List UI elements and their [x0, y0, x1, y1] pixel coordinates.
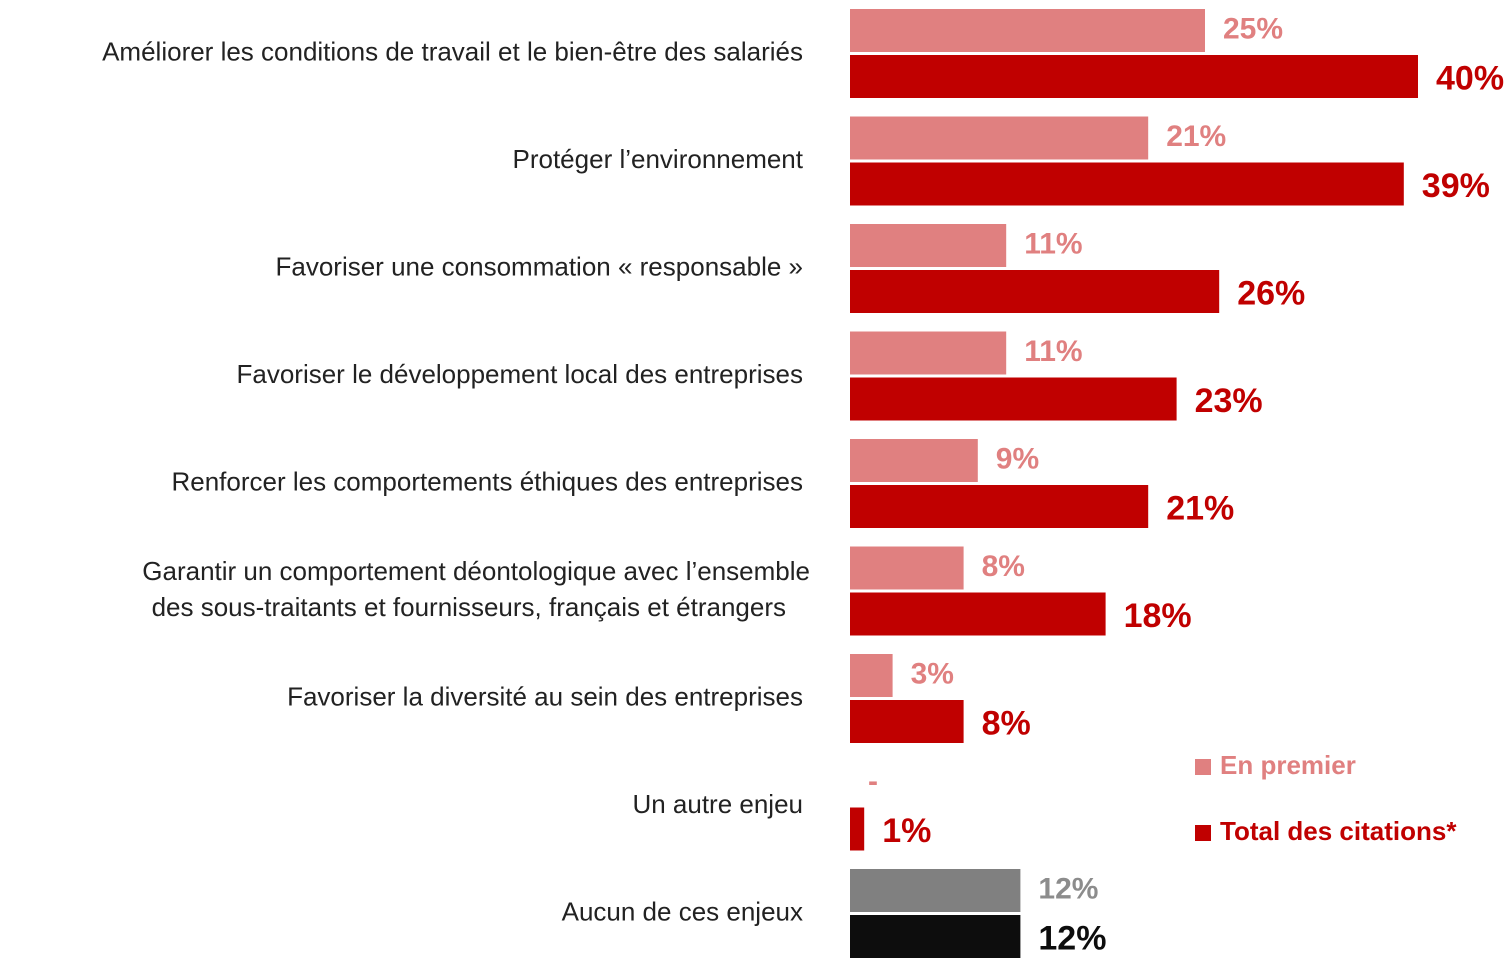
category-label: Aucun de ces enjeux [562, 896, 803, 926]
bar [850, 807, 865, 851]
bar [850, 162, 1404, 206]
category-label: Favoriser la diversité au sein des entre… [287, 681, 803, 711]
value-label: 40% [1436, 59, 1504, 97]
category-label: Favoriser une consommation « responsable… [275, 251, 803, 281]
bar [850, 9, 1205, 52]
value-label: 11% [1024, 335, 1082, 368]
bar [850, 654, 893, 697]
bar [850, 55, 1418, 98]
value-label: 12% [1038, 872, 1098, 905]
value-label: 21% [1166, 489, 1234, 527]
legend-label: En premier [1220, 750, 1356, 780]
bar [850, 439, 978, 482]
value-label: 39% [1422, 167, 1490, 205]
bar [850, 700, 964, 743]
value-label: 26% [1237, 274, 1305, 312]
bar [850, 331, 1007, 375]
category-label: Protéger l’environnement [513, 144, 804, 174]
bar [850, 485, 1149, 528]
value-label: 11% [1024, 227, 1082, 260]
legend-swatch [1195, 759, 1211, 775]
category-label: Un autre enjeu [632, 789, 803, 819]
bar [850, 869, 1021, 912]
category-label: des sous-traitants et fournisseurs, fran… [152, 592, 786, 622]
category-label: Améliorer les conditions de travail et l… [102, 36, 803, 66]
bar [850, 592, 1106, 636]
legend-swatch [1195, 825, 1211, 841]
bar [850, 224, 1007, 267]
value-label: 12% [1038, 919, 1106, 957]
value-label: 1% [882, 812, 931, 850]
category-label: Favoriser le développement local des ent… [236, 359, 803, 389]
bar [850, 546, 964, 590]
value-label: 9% [996, 442, 1039, 475]
bar [850, 116, 1149, 160]
value-label: 3% [911, 657, 954, 690]
bar [850, 270, 1220, 313]
category-label: Renforcer les comportements éthiques des… [171, 466, 803, 496]
value-label: 25% [1223, 12, 1283, 45]
value-label: 18% [1124, 597, 1192, 635]
value-label: 21% [1166, 120, 1226, 153]
legend-label: Total des citations* [1220, 816, 1457, 846]
bar [850, 915, 1021, 958]
category-label: Garantir un comportement déontologique a… [142, 556, 810, 586]
bar [850, 377, 1177, 421]
value-label: - [868, 765, 878, 798]
value-label: 23% [1195, 382, 1263, 420]
value-label: 8% [982, 704, 1031, 742]
value-label: 8% [982, 550, 1025, 583]
